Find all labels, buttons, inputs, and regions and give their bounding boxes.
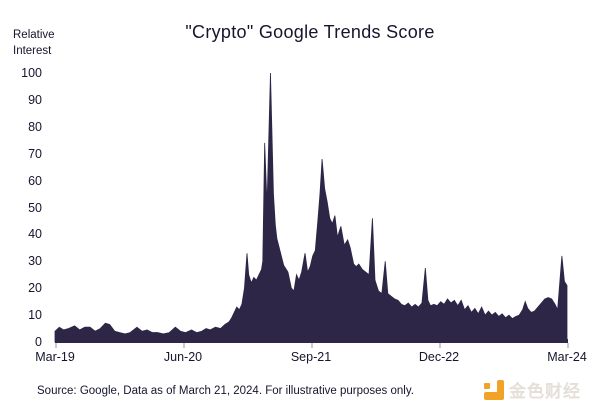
y-tick-label-40: 40 — [28, 227, 42, 242]
y-tick-label-50: 50 — [28, 200, 42, 215]
trend-area-plot — [55, 73, 567, 342]
y-tick-label-80: 80 — [28, 119, 42, 134]
y-tick-label-0: 0 — [35, 335, 42, 349]
x-tick-label-Sep-21: Sep-21 — [290, 350, 332, 364]
y-tick-label-60: 60 — [28, 173, 42, 188]
y-tick-label-70: 70 — [28, 146, 42, 161]
x-tick-mark-Jun-20 — [183, 343, 185, 348]
y-axis-title: Relative Interest — [13, 27, 55, 59]
y-axis-title-line1: Relative — [13, 29, 55, 41]
jinse-logo-icon — [484, 379, 504, 400]
logo-horizontal-bar — [484, 392, 499, 400]
source-note: Source: Google, Data as of March 21, 202… — [37, 385, 414, 397]
x-axis-line — [55, 339, 568, 343]
x-tick-mark-Dec-22 — [439, 343, 441, 348]
y-tick-label-100: 100 — [21, 66, 42, 80]
x-tick-label-Dec-22: Dec-22 — [418, 350, 460, 364]
x-tick-label-Mar-24: Mar-24 — [547, 350, 587, 364]
x-tick-mark-Mar-19 — [55, 343, 57, 348]
y-axis-title-line2: Interest — [13, 45, 52, 58]
y-tick-label-30: 30 — [28, 254, 42, 269]
x-tick-label-Jun-20: Jun-20 — [163, 350, 203, 364]
logo-vertical-bar — [496, 379, 504, 400]
x-tick-mark-Mar-24 — [567, 343, 569, 348]
y-tick-label-10: 10 — [28, 308, 42, 323]
y-tick-label-90: 90 — [28, 92, 42, 107]
x-tick-mark-Sep-21 — [311, 343, 313, 348]
brand-logo: 金色财经 — [484, 377, 581, 402]
y-tick-label-20: 20 — [28, 281, 42, 296]
x-tick-label-Mar-19: Mar-19 — [35, 350, 75, 364]
logo-small-square — [484, 382, 490, 389]
brand-name: 金色财经 — [509, 382, 581, 401]
trend-area-shape — [55, 73, 567, 342]
chart-title: "Crypto" Google Trends Score — [185, 22, 435, 42]
